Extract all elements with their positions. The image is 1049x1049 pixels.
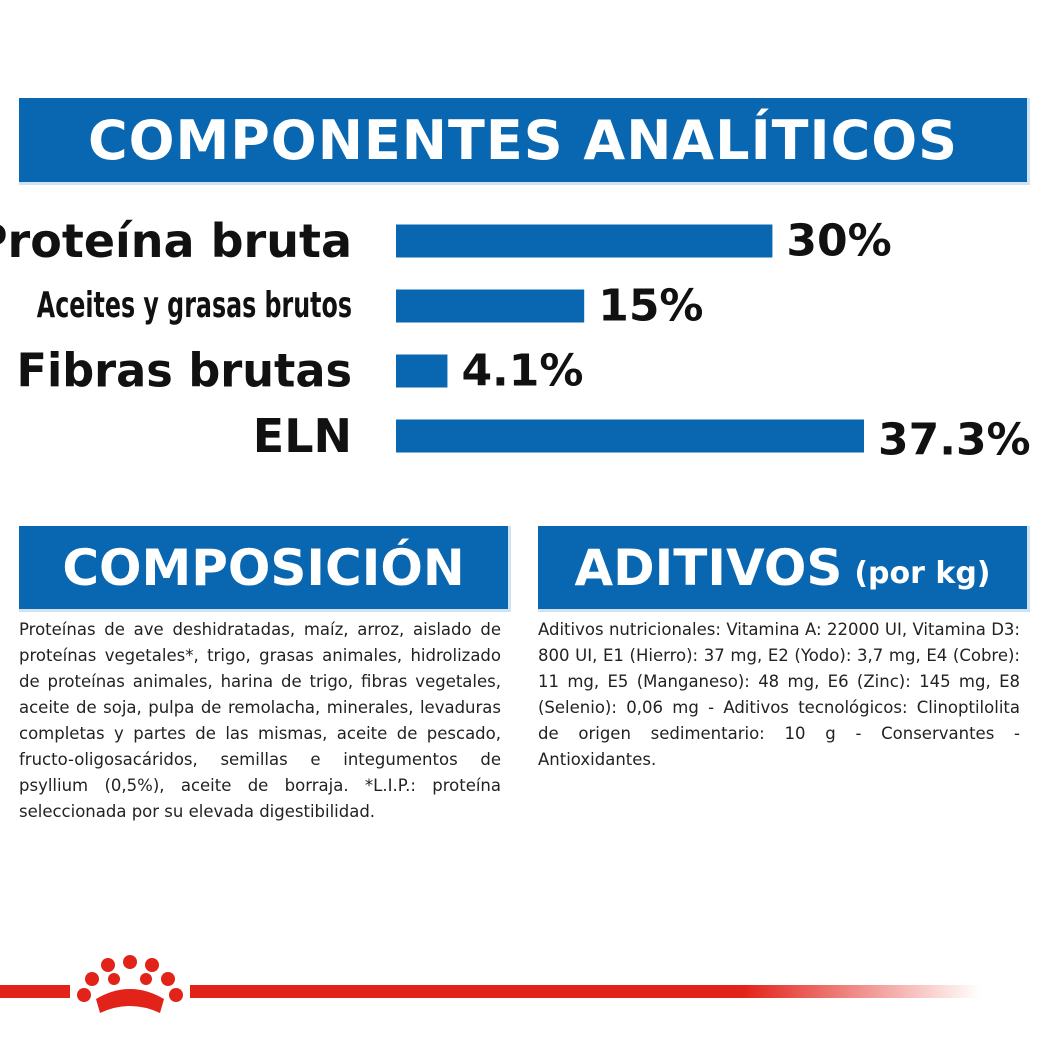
bar	[396, 419, 864, 453]
category-label: ELN	[253, 409, 352, 463]
analytical-components-chart: Proteína bruta 30% Aceites y grasas brutos…	[0, 214, 1031, 466]
bar	[396, 354, 448, 388]
value-label: 37.3%	[878, 415, 1031, 466]
additives-title-suffix: (por kg)	[854, 556, 991, 591]
category-label: Fibras brutas	[16, 344, 352, 398]
category-label: Proteína bruta	[0, 214, 352, 268]
composition-title: COMPOSICIÓN	[62, 538, 465, 597]
additives-title: ADITIVOS	[574, 538, 843, 597]
value-label: 30%	[786, 216, 891, 267]
additives-banner: ADITIVOS (por kg)	[538, 526, 1030, 612]
value-label: 15%	[598, 281, 703, 332]
category-label: Aceites y grasas brutos	[37, 285, 352, 326]
composition-banner: COMPOSICIÓN	[19, 526, 511, 612]
composition-text: Proteínas de ave deshidratadas, maíz, ar…	[19, 620, 501, 821]
value-label: 4.1%	[461, 346, 583, 397]
analytical-components-title: COMPONENTES ANALÍTICOS	[87, 108, 959, 172]
footer-brand-stripe	[0, 955, 980, 1013]
stripe-right	[190, 985, 980, 998]
additives-text: Aditivos nutricionales: Vitamina A: 2200…	[538, 620, 1020, 769]
bar	[396, 289, 585, 323]
stripe-left	[0, 985, 70, 998]
analytical-components-banner: COMPONENTES ANALÍTICOS	[19, 98, 1030, 185]
crown-icon	[77, 955, 183, 1013]
bar	[396, 224, 773, 258]
